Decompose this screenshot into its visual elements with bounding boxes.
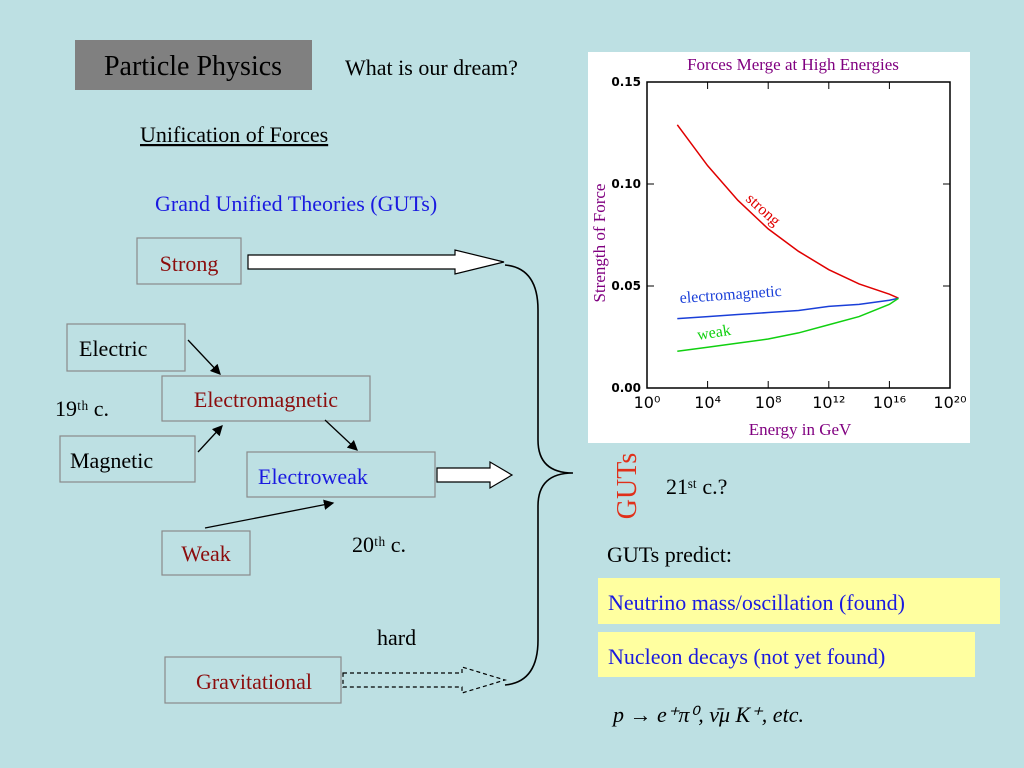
chart-background (588, 52, 970, 443)
node-label: Electromagnetic (194, 387, 338, 412)
series-line (676, 124, 899, 299)
heading: Unification of Forces (140, 122, 328, 147)
prediction: Nucleon decays (not yet found) (608, 644, 885, 669)
node-box (164, 656, 342, 704)
node-box (59, 435, 196, 483)
node-box (161, 375, 371, 422)
node-box (136, 237, 242, 285)
predict-heading: GUTs predict: (607, 542, 732, 567)
node-box (246, 451, 436, 498)
chart: Forces Merge at High Energies Energy in … (588, 52, 970, 443)
x-tick-label: 10²⁰ (933, 393, 966, 412)
node-label: Weak (181, 541, 231, 566)
node-label: Electric (79, 336, 148, 361)
y-tick-label: 0.05 (611, 279, 641, 293)
arrow (324, 419, 358, 451)
x-tick-label: 10⁴ (694, 393, 721, 412)
series-line (677, 297, 899, 353)
prediction-box (598, 632, 975, 677)
era-label: 21ˢᵗ c.? (666, 474, 727, 499)
series-label: weak (696, 322, 732, 344)
chart-title: Forces Merge at High Energies (687, 55, 899, 74)
node-box (66, 323, 186, 372)
title: Particle Physics (104, 51, 282, 82)
arrow (187, 339, 221, 375)
node-label: Magnetic (70, 448, 153, 473)
plot-frame (646, 81, 951, 389)
x-tick-label: 10⁰ (634, 393, 661, 412)
era-label: 19ᵗʰ c. (55, 396, 109, 421)
series-line (677, 297, 899, 320)
dashed-arrow (342, 666, 508, 694)
hollow-arrow (436, 460, 514, 490)
arrow (204, 499, 335, 529)
y-tick-label: 0.00 (611, 381, 641, 395)
node-label: Strong (160, 251, 219, 276)
prediction-box (598, 578, 1000, 624)
node-box (161, 530, 251, 576)
era-label: 20ᵗʰ c. (352, 532, 406, 557)
y-tick-label: 0.10 (611, 177, 641, 191)
prediction: Neutrino mass/oscillation (found) (608, 590, 905, 615)
title-box (75, 40, 312, 90)
x-axis-label: Energy in GeV (749, 420, 852, 439)
brace (504, 264, 574, 686)
x-tick-label: 10¹² (812, 393, 845, 412)
subheading: Grand Unified Theories (GUTs) (155, 191, 437, 216)
y-tick-label: 0.15 (611, 75, 641, 89)
x-tick-label: 10⁸ (755, 393, 782, 412)
y-axis-label: Strength of Force (590, 184, 609, 303)
x-tick-label: 10¹⁶ (873, 393, 906, 412)
hollow-arrow (247, 249, 505, 275)
guts-label: GUTs (612, 453, 643, 520)
hard-label: hard (377, 625, 416, 650)
arrow (197, 425, 223, 453)
node-label: Electroweak (258, 464, 368, 489)
node-label: Gravitational (196, 669, 312, 694)
question: What is our dream? (345, 55, 518, 80)
formula: p → e⁺π⁰, ν̄μ K⁺, etc. (611, 702, 804, 727)
